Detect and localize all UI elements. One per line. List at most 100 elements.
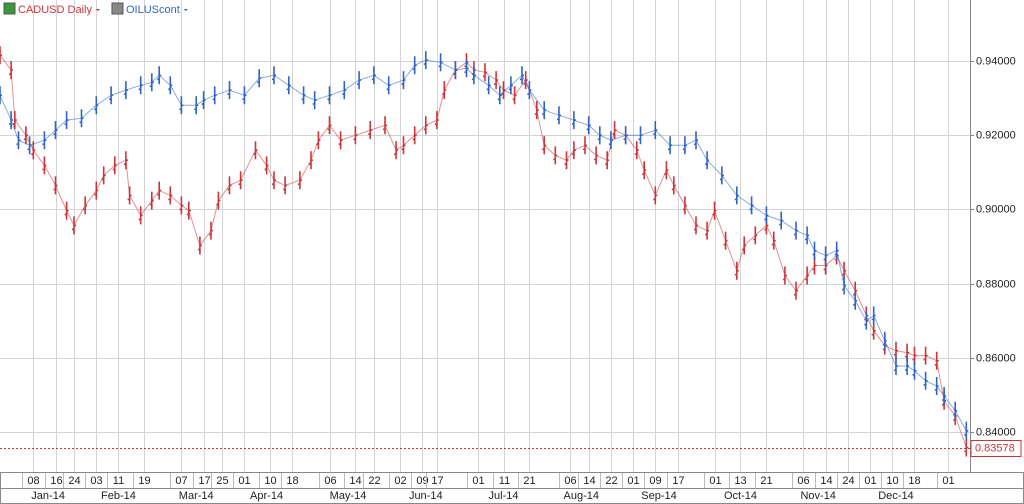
price-bar — [227, 81, 232, 100]
price-bar — [705, 221, 710, 240]
month-label: Apr-14 — [250, 490, 283, 502]
price-bar — [283, 176, 288, 195]
plot-area — [0, 46, 970, 457]
price-bar — [553, 146, 558, 165]
x-tick-label: 03 — [90, 475, 102, 487]
x-tick-label: 01 — [472, 475, 484, 487]
x-tick-label: 21 — [523, 475, 535, 487]
price-bar — [209, 221, 213, 240]
price-bar — [138, 206, 143, 225]
last-value-label: 0.83578 — [975, 442, 1015, 454]
price-bar — [83, 196, 88, 215]
price-bar — [742, 236, 747, 255]
price-bar — [227, 176, 232, 195]
price-bar — [371, 66, 376, 85]
x-tick-label: 11 — [113, 475, 124, 487]
x-tick-label: 24 — [68, 475, 80, 487]
price-bar — [12, 111, 17, 130]
month-label: Feb-14 — [101, 490, 136, 502]
price-bar — [94, 96, 99, 115]
legend-label[interactable]: OILUScont — [126, 4, 180, 16]
x-tick-label: 14 — [349, 475, 361, 487]
axes: 0.94000 0.92000 0.90000 0.88000 0.86000 0.840… — [22, 55, 1022, 502]
x-tick-label: 17 — [672, 475, 684, 487]
price-bar — [719, 166, 724, 185]
legend-dropdown[interactable] — [95, 9, 100, 11]
price-bar — [123, 81, 128, 100]
price-bar — [671, 176, 676, 195]
price-bar — [734, 186, 739, 205]
price-bar — [297, 171, 302, 190]
price-bar — [201, 91, 206, 110]
x-tick-label: 17 — [431, 475, 443, 487]
price-bar — [486, 76, 491, 95]
price-bar — [438, 53, 443, 72]
price-bar — [309, 151, 313, 170]
price-bar — [934, 377, 939, 395]
price-bar — [682, 196, 687, 215]
price-bar — [894, 341, 898, 360]
y-tick-label: 0.84000 — [976, 426, 1016, 438]
price-bar — [771, 231, 776, 250]
price-bar — [179, 196, 184, 215]
x-tick-label: 19 — [138, 475, 150, 487]
legend: CADUSD Daily OILUScont — [3, 2, 188, 16]
legend-label[interactable]: CADUSD Daily — [18, 4, 92, 16]
price-bar — [612, 121, 617, 140]
x-tick-label: 10 — [264, 475, 276, 487]
legend-dropdown[interactable] — [183, 9, 188, 11]
x-tick-label: 06 — [324, 475, 336, 487]
x-tick-label: 18 — [286, 475, 298, 487]
price-bar — [597, 126, 602, 145]
x-tick-label: 24 — [842, 475, 854, 487]
series-line — [0, 54, 967, 448]
price-bar — [483, 63, 487, 82]
price-bar — [253, 141, 258, 160]
price-bar — [101, 166, 106, 185]
price-bar — [272, 171, 276, 190]
price-bar — [149, 73, 154, 92]
price-bar — [186, 201, 191, 220]
price-bar — [608, 131, 613, 150]
price-bar — [812, 241, 817, 260]
price-bar — [823, 246, 828, 265]
price-bar — [272, 66, 276, 85]
price-bar — [357, 71, 362, 90]
price-bar — [512, 86, 517, 105]
price-bar — [853, 291, 858, 310]
price-bar — [179, 96, 184, 115]
price-bar — [871, 321, 876, 340]
price-bar — [664, 161, 669, 180]
y-tick-label: 0.86000 — [976, 352, 1016, 364]
y-tick-label: 0.94000 — [976, 55, 1016, 67]
price-bar — [464, 59, 469, 78]
price-bar — [112, 156, 117, 175]
price-bar — [453, 61, 458, 80]
price-bar — [394, 141, 399, 160]
x-tick-label: 10 — [886, 475, 898, 487]
price-bar — [168, 76, 173, 95]
price-bar — [557, 106, 561, 125]
x-tick-label: 16 — [50, 475, 62, 487]
price-bar — [605, 151, 610, 170]
price-bar — [64, 111, 69, 130]
price-bar — [342, 81, 347, 100]
price-bar — [301, 86, 306, 105]
price-bar — [9, 111, 14, 130]
price-bar — [216, 191, 221, 210]
month-label: Jul-14 — [489, 490, 519, 502]
price-bar — [882, 331, 887, 350]
price-bar — [157, 181, 162, 200]
price-bar — [53, 176, 58, 195]
price-bar — [72, 216, 76, 235]
price-bar — [386, 76, 391, 95]
month-label: Mar-14 — [179, 490, 214, 502]
price-bar — [705, 151, 710, 170]
price-bar — [764, 206, 769, 225]
price-bar — [16, 131, 21, 150]
price-bar — [653, 186, 658, 205]
y-tick-label: 0.90000 — [976, 203, 1016, 215]
price-bar — [257, 69, 262, 88]
price-bar — [412, 56, 417, 75]
